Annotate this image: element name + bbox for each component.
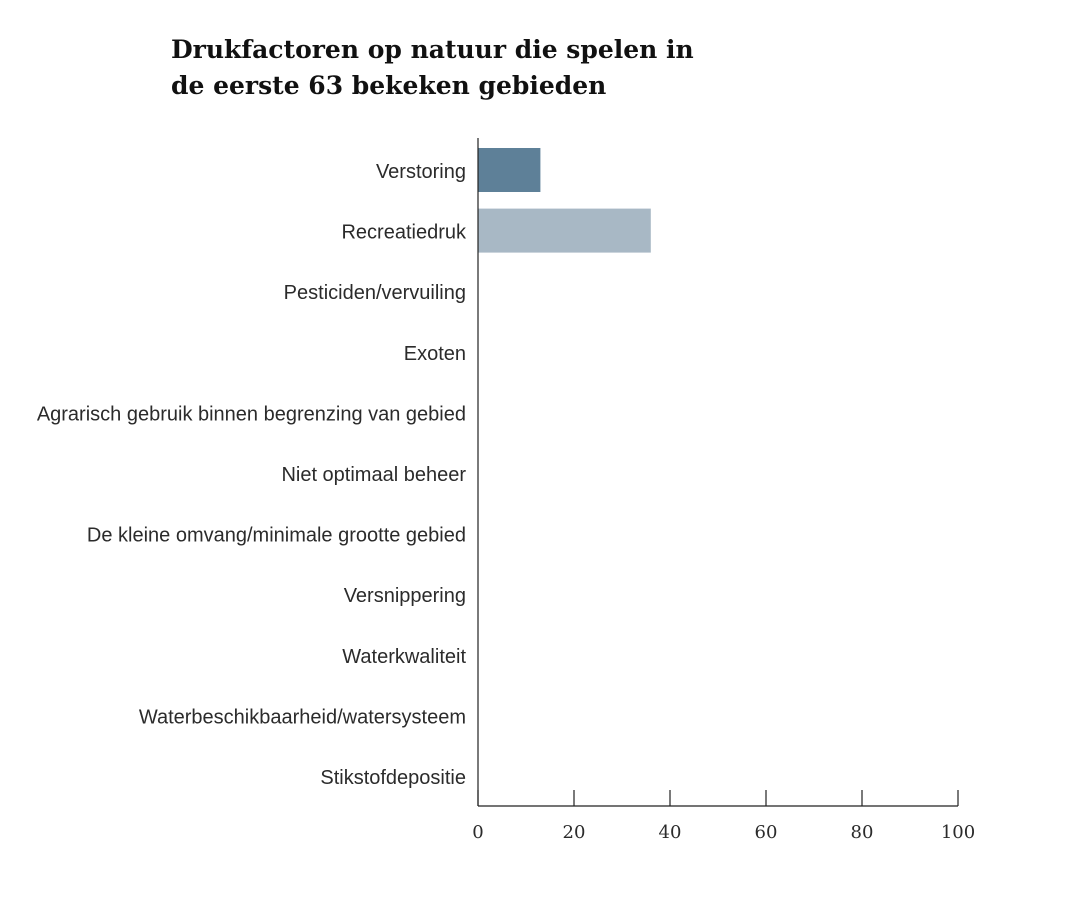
- category-label: Stikstofdepositie: [320, 767, 466, 789]
- x-tick-label: 60: [755, 822, 778, 843]
- chart-title: Drukfactoren op natuur die spelen in de …: [171, 35, 694, 100]
- axes: [477, 138, 958, 807]
- category-label: Waterbeschikbaarheid/watersysteem: [139, 706, 466, 728]
- category-label: Exoten: [404, 343, 466, 365]
- x-tick-label: 80: [851, 822, 874, 843]
- bar: [478, 208, 651, 253]
- category-label: Versnippering: [344, 585, 466, 607]
- bar: [478, 148, 541, 192]
- x-ticks: 0 20 40 60 80 100: [472, 790, 975, 843]
- x-tick-label: 100: [941, 822, 975, 843]
- category-label: Waterkwaliteit: [342, 646, 466, 668]
- category-label: Niet optimaal beheer: [281, 464, 466, 486]
- category-label: Agrarisch gebruik binnen begrenzing van …: [37, 403, 466, 425]
- bars-layer: [478, 148, 651, 253]
- x-tick-label: 20: [563, 822, 586, 843]
- category-label: De kleine omvang/minimale grootte gebied: [87, 525, 466, 547]
- category-label: Recreatiedruk: [341, 222, 467, 244]
- x-tick-label: 0: [472, 822, 483, 843]
- x-tick-label: 40: [659, 822, 682, 843]
- category-label: Pesticiden/vervuiling: [284, 282, 466, 304]
- category-label: Verstoring: [376, 161, 466, 183]
- category-labels: Verstoring Recreatiedruk Pesticiden/vervui…: [37, 161, 467, 789]
